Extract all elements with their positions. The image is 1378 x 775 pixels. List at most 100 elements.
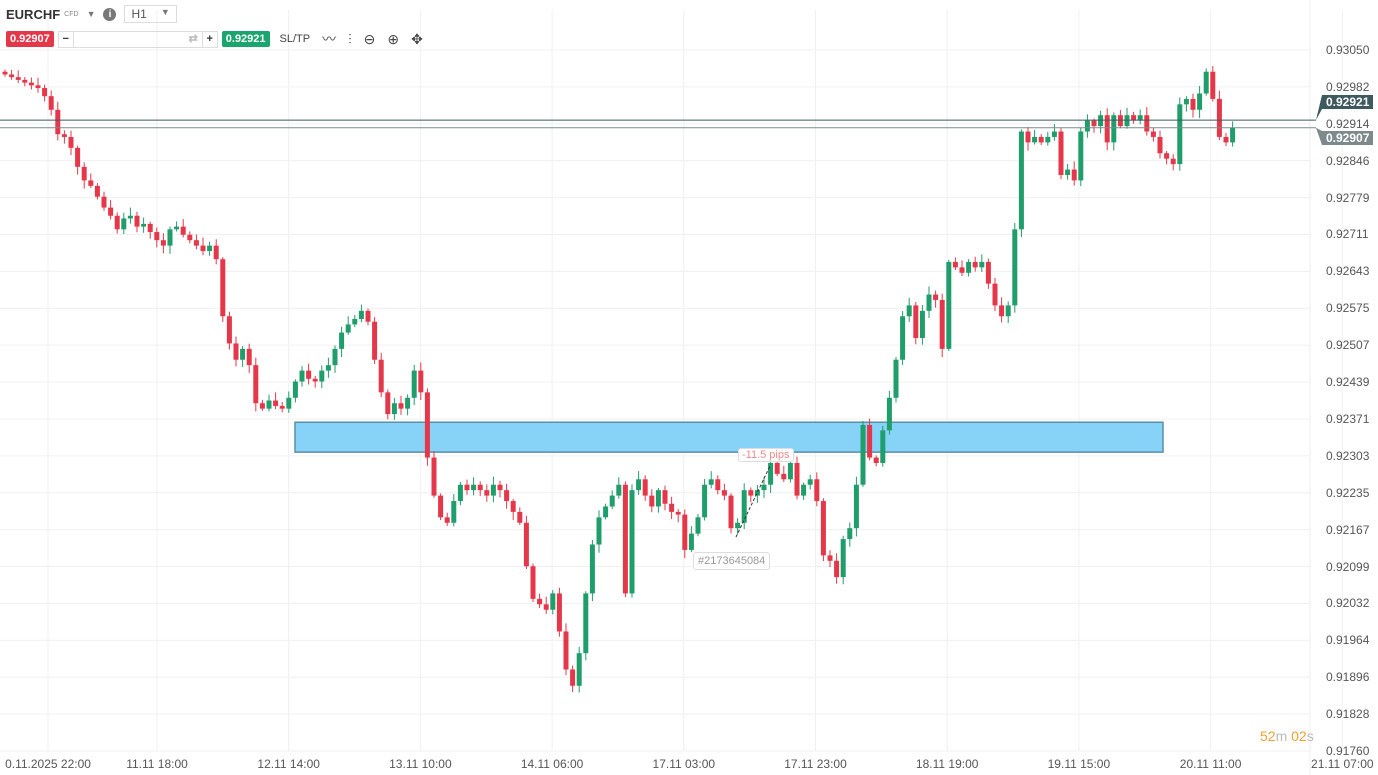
bid-tag-arrow (1316, 127, 1322, 145)
candle-body (1157, 136, 1163, 154)
x-tick-label: 14.11 06:00 (520, 757, 584, 771)
candle-body (1032, 136, 1038, 143)
zoom-in-icon[interactable]: ⊕ (387, 30, 400, 47)
info-icon[interactable]: i (103, 7, 117, 21)
candle-body (741, 490, 747, 523)
candle-body (853, 484, 859, 529)
line-chart-icon[interactable]: 〰 (322, 31, 337, 47)
candle-body (55, 109, 61, 135)
candle-body (1084, 120, 1090, 132)
candle-body (893, 359, 899, 398)
candle-body (576, 653, 582, 686)
y-tick-label: 0.92099 (1326, 559, 1370, 574)
candle-body (273, 400, 279, 406)
x-tick-label: 20.11 11:00 (1179, 757, 1242, 771)
quantity-input[interactable]: ⇄ (72, 31, 203, 47)
candle-body (1117, 115, 1123, 127)
candle-body (220, 259, 226, 317)
candle-body (504, 490, 510, 502)
candle-body (1137, 115, 1143, 121)
bid-price-tag: 0.92907 (1322, 131, 1374, 145)
sell-button[interactable]: 0.92907 (6, 31, 54, 47)
zoom-out-icon[interactable]: ⊖ (363, 30, 376, 47)
candle-body (1005, 305, 1011, 317)
candle-body (226, 316, 232, 344)
quantity-stepper[interactable]: − ⇄ + (57, 30, 218, 48)
candle-body (1018, 131, 1024, 230)
chevron-down-icon[interactable]: ▼ (86, 9, 96, 19)
candle-body (266, 400, 272, 409)
candle-body (174, 226, 180, 230)
y-tick-label: 0.92779 (1326, 190, 1370, 205)
candle-body (1045, 136, 1051, 143)
chevron-down-icon: ▼ (160, 7, 170, 17)
candle-body (1098, 115, 1104, 127)
indicators-icon[interactable]: ⫶ (348, 30, 352, 47)
y-tick-label: 0.92982 (1326, 79, 1370, 94)
candle-body (464, 484, 470, 491)
buy-button[interactable]: 0.92921 (221, 31, 270, 47)
y-tick-label: 0.92507 (1326, 338, 1370, 353)
candle-body (154, 232, 160, 241)
candle-body (530, 566, 536, 599)
candle-body (207, 245, 213, 252)
candle-body (121, 218, 127, 230)
move-icon[interactable]: ✥ (411, 30, 423, 47)
candle-body (332, 348, 338, 366)
candle-body (814, 479, 820, 502)
candle-body (708, 479, 714, 485)
candle-body (286, 397, 292, 409)
candle-body (649, 495, 655, 507)
candle-body (424, 392, 430, 458)
candle-body (292, 381, 298, 398)
candle-body (919, 310, 925, 339)
candle-body (682, 514, 688, 550)
candle-body (1104, 115, 1110, 143)
candle-body (906, 305, 912, 317)
candle-body (926, 294, 932, 311)
y-tick-label: 0.91964 (1326, 633, 1370, 648)
candle-body (999, 305, 1005, 317)
candle-body (451, 501, 457, 523)
candle-body (213, 245, 219, 260)
candle-body (596, 517, 602, 545)
candle-body (1012, 229, 1018, 306)
candle-body (556, 593, 562, 632)
candle-body (583, 593, 589, 654)
candle-body (946, 261, 952, 349)
candle-body (48, 96, 54, 110)
decrease-button[interactable]: − (62, 33, 69, 45)
sltp-button[interactable]: SL/TP (279, 33, 311, 45)
candle-body (543, 604, 549, 610)
candle-body (42, 88, 48, 97)
candle-body (781, 473, 787, 480)
candle-body (1177, 104, 1183, 165)
increase-button[interactable]: + (206, 33, 213, 45)
symbol-name[interactable]: EURCHF (6, 6, 61, 22)
y-tick-label: 0.92032 (1326, 596, 1370, 611)
trade-connector-line (735, 465, 771, 538)
candle-body (523, 522, 529, 567)
timeframe-select[interactable]: H1 ▼ (124, 5, 177, 23)
candle-body (312, 378, 318, 382)
candle-body (787, 462, 793, 480)
candle-body (193, 240, 199, 246)
trade-ticket-label[interactable]: #2173645084 (693, 552, 771, 570)
x-tick-label: 11.11 18:00 (126, 757, 188, 771)
y-tick-label: 0.91828 (1326, 707, 1370, 722)
candle-body (88, 180, 94, 186)
candle-body (662, 490, 668, 504)
candle-body (75, 147, 81, 167)
candle-body (398, 403, 404, 409)
candle-body (134, 215, 140, 227)
candle-body (1183, 98, 1189, 105)
candle-body (768, 462, 774, 485)
candle-body (411, 370, 417, 398)
candle-body (1230, 127, 1236, 143)
candle-body (715, 479, 721, 491)
candle-body (642, 479, 648, 496)
candle-body (992, 283, 998, 306)
candle-body (240, 348, 246, 360)
candle-body (444, 517, 450, 523)
